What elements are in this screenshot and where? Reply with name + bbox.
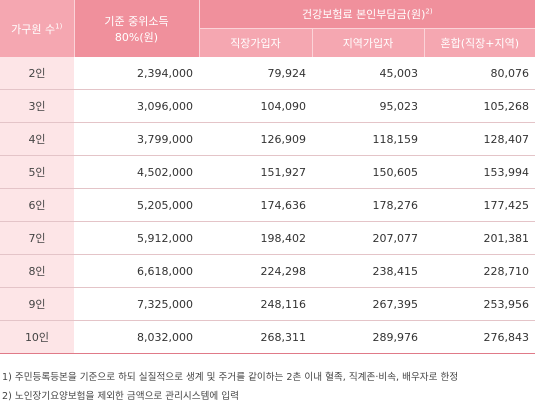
household-size-cell: 9인 (0, 287, 74, 321)
table-row: 2인 2,394,000 79,924 45,003 80,076 (0, 57, 535, 90)
mixed-premium-cell: 177,425 (424, 188, 535, 222)
regional-premium-cell: 238,415 (312, 254, 424, 288)
mixed-premium-cell: 253,956 (424, 287, 535, 321)
median-income-cell: 5,912,000 (74, 221, 199, 255)
mixed-premium-cell: 128,407 (424, 122, 535, 156)
footnote-1: 1) 주민등록등본을 기준으로 하되 실질적으로 생계 및 주거를 같이하는 2… (2, 372, 459, 383)
household-size-label: 가구원 수 (11, 22, 56, 36)
median-income-cell: 4,502,000 (74, 155, 199, 189)
employee-premium-cell: 224,298 (199, 254, 312, 288)
employee-header: 직장가입자 (198, 28, 312, 57)
median-income-cell: 5,205,000 (74, 188, 199, 222)
household-size-cell: 6인 (0, 188, 74, 222)
employee-premium-cell: 198,402 (199, 221, 312, 255)
table-row: 8인 6,618,000 224,298 238,415 228,710 (0, 254, 535, 288)
household-size-cell: 8인 (0, 254, 74, 288)
header-row-top: 가구원 수1) 기준 중위소득 80%(원) 건강보험료 본인부담금(원)2) (0, 0, 535, 57)
regional-premium-cell: 118,159 (312, 122, 424, 156)
footnotes: 1) 주민등록등본을 기준으로 하되 실질적으로 생계 및 주거를 같이하는 2… (2, 368, 458, 406)
household-footnote-marker: 1) (55, 21, 63, 30)
employee-premium-cell: 104,090 (199, 89, 312, 123)
regional-premium-cell: 267,395 (312, 287, 424, 321)
employee-premium-cell: 248,116 (199, 287, 312, 321)
table-row: 7인 5,912,000 198,402 207,077 201,381 (0, 221, 535, 255)
mixed-premium-cell: 276,843 (424, 320, 535, 354)
table-row: 9인 7,325,000 248,116 267,395 253,956 (0, 287, 535, 321)
regional-header: 지역가입자 (311, 28, 424, 57)
regional-premium-cell: 150,605 (312, 155, 424, 189)
header-row-sub: 직장가입자 지역가입자 혼합(직장+지역) (0, 28, 535, 57)
table-row: 6인 5,205,000 174,636 178,276 177,425 (0, 188, 535, 222)
household-size-cell: 7인 (0, 221, 74, 255)
regional-premium-cell: 95,023 (312, 89, 424, 123)
household-size-cell: 4인 (0, 122, 74, 156)
employee-premium-cell: 79,924 (199, 57, 312, 90)
employee-premium-cell: 126,909 (199, 122, 312, 156)
employee-premium-cell: 268,311 (199, 320, 312, 354)
mixed-premium-cell: 201,381 (424, 221, 535, 255)
table-row: 10인 8,032,000 268,311 289,976 276,843 (0, 320, 535, 354)
regional-premium-cell: 207,077 (312, 221, 424, 255)
median-income-cell: 8,032,000 (74, 320, 199, 354)
median-income-cell: 7,325,000 (74, 287, 199, 321)
median-income-label-line1: 기준 중위소득 (104, 14, 169, 28)
median-income-cell: 3,799,000 (74, 122, 199, 156)
premium-group-label: 건강보험료 본인부담금(원) (301, 8, 426, 21)
employee-premium-cell: 174,636 (199, 188, 312, 222)
mixed-premium-cell: 153,994 (424, 155, 535, 189)
household-size-cell: 10인 (0, 320, 74, 354)
median-income-label-line2: 80%(원) (114, 30, 159, 44)
median-income-cell: 2,394,000 (74, 57, 199, 90)
household-size-cell: 5인 (0, 155, 74, 189)
median-income-header: 기준 중위소득 80%(원) (73, 0, 199, 57)
table-row: 3인 3,096,000 104,090 95,023 105,268 (0, 89, 535, 123)
regional-premium-cell: 178,276 (312, 188, 424, 222)
premium-footnote-marker: 2) (425, 7, 433, 16)
household-size-cell: 2인 (0, 57, 74, 90)
household-size-cell: 3인 (0, 89, 74, 123)
premium-table: 가구원 수1) 기준 중위소득 80%(원) 건강보험료 본인부담금(원)2) … (0, 0, 535, 354)
footnote-2: 2) 노인장기요양보험을 제외한 금액으로 관리시스템에 입력 (2, 391, 239, 402)
regional-premium-cell: 45,003 (312, 57, 424, 90)
mixed-premium-cell: 105,268 (424, 89, 535, 123)
mixed-premium-cell: 228,710 (424, 254, 535, 288)
household-size-header: 가구원 수1) (0, 0, 74, 57)
median-income-cell: 3,096,000 (74, 89, 199, 123)
mixed-header: 혼합(직장+지역) (423, 28, 535, 57)
mixed-premium-cell: 80,076 (424, 57, 535, 90)
regional-premium-cell: 289,976 (312, 320, 424, 354)
table-row: 4인 3,799,000 126,909 118,159 128,407 (0, 122, 535, 156)
premium-group-header: 건강보험료 본인부담금(원)2) (198, 0, 535, 29)
median-income-cell: 6,618,000 (74, 254, 199, 288)
table-row: 5인 4,502,000 151,927 150,605 153,994 (0, 155, 535, 189)
employee-premium-cell: 151,927 (199, 155, 312, 189)
